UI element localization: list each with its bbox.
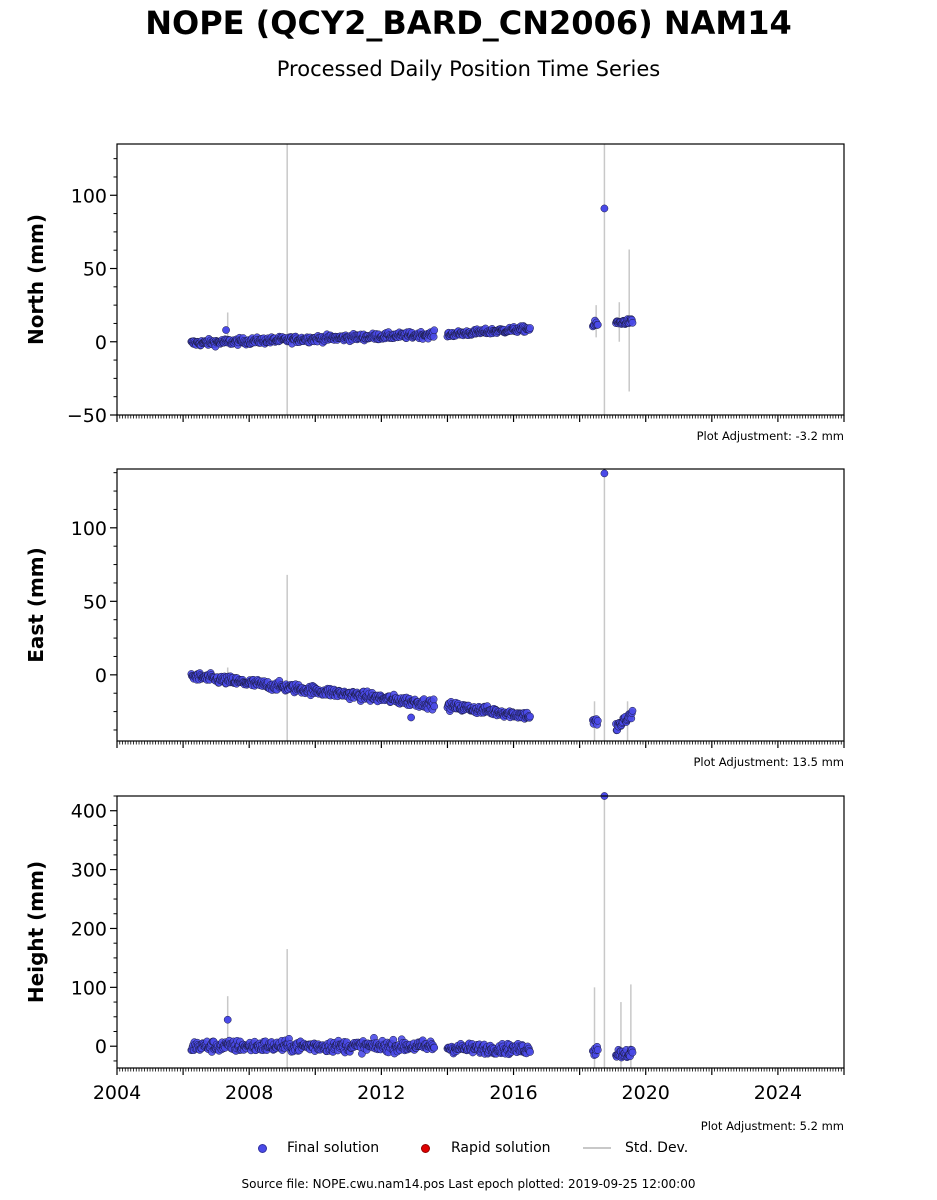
y-axis-label: East (mm) — [24, 547, 48, 663]
source-footer: Source file: NOPE.cwu.nam14.pos Last epo… — [241, 1177, 696, 1191]
outlier-point — [223, 1015, 232, 1024]
legend-final-marker — [258, 1143, 267, 1153]
data-point — [430, 326, 439, 335]
y-tick-label: 100 — [71, 185, 107, 207]
data-point — [526, 712, 534, 721]
y-tick-label: 50 — [83, 591, 107, 613]
legend-stddev: Std. Dev. — [583, 1138, 688, 1158]
axes-frame — [116, 795, 845, 1069]
chart-subtitle: Processed Daily Position Time Series — [276, 57, 661, 81]
data-point — [430, 702, 439, 711]
y-tick-label: −50 — [67, 405, 107, 427]
legend-rapid-marker — [421, 1143, 430, 1153]
y-tick-label: 0 — [95, 1036, 107, 1058]
legend-stddev-marker — [583, 1147, 611, 1149]
y-tick-label: 200 — [71, 918, 107, 940]
outlier-point — [222, 326, 230, 334]
outlier-point — [407, 713, 415, 722]
data-point — [430, 1043, 439, 1052]
plot-adjustment-label: Plot Adjustment: -3.2 mm — [697, 429, 844, 443]
x-tick-label: 2016 — [489, 1082, 537, 1104]
x-tick-label: 2012 — [357, 1082, 405, 1104]
data-point — [593, 716, 602, 725]
y-tick-label: 50 — [83, 259, 107, 281]
axes-frame — [116, 468, 845, 742]
data-point — [628, 1048, 637, 1057]
y-tick-label: 100 — [71, 977, 107, 999]
y-tick-label: 400 — [71, 801, 107, 823]
data-point — [526, 1048, 534, 1056]
y-axis-label: North (mm) — [24, 214, 48, 345]
legend-stddev-label: Std. Dev. — [625, 1140, 689, 1156]
y-axis-label: Height (mm) — [24, 861, 48, 1003]
legend-rapid: Rapid solution — [421, 1138, 551, 1158]
plot-adjustment-label: Plot Adjustment: 13.5 mm — [693, 755, 844, 769]
data-point — [429, 332, 438, 341]
data-point — [593, 320, 602, 329]
panel-east: 0 50 100 East (mm) Plot Adjustment: 13.5 mm — [24, 468, 845, 769]
y-tick-label: 300 — [71, 860, 107, 882]
outlier-point — [600, 469, 609, 478]
legend-rapid-label: Rapid solution — [451, 1140, 551, 1156]
legend-final-label: Final solution — [287, 1140, 380, 1156]
x-tick-label: 2004 — [93, 1082, 141, 1104]
y-tick-label: 100 — [71, 518, 107, 540]
data-point — [593, 1046, 602, 1054]
panel-north: −50 0 50 100 North (mm) Plot Adjustment: -3.2… — [24, 143, 845, 443]
chart-title: NOPE (QCY2_BARD_CN2006) NAM14 — [145, 4, 792, 42]
panel-height: 0 100 200 300 400 2004 2008 2012 2016 2020 2024 Hei… — [24, 792, 845, 1133]
x-tick-label: 2024 — [754, 1082, 802, 1104]
data-point — [429, 695, 438, 704]
x-tick-label: 2020 — [622, 1082, 670, 1104]
x-tick-label: 2008 — [225, 1082, 273, 1104]
plot-adjustment-label: Plot Adjustment: 5.2 mm — [701, 1119, 844, 1133]
data-point — [526, 324, 534, 332]
plot-area-height — [187, 796, 637, 1068]
legend-final: Final solution — [258, 1138, 379, 1158]
data-point — [628, 318, 637, 327]
outlier-point — [600, 204, 609, 213]
y-tick-label: 0 — [95, 665, 107, 687]
plot-area-north — [187, 144, 637, 415]
plot-area-east — [187, 469, 637, 741]
data-point — [628, 706, 637, 715]
axes-frame — [116, 143, 845, 416]
y-tick-label: 0 — [95, 332, 107, 354]
